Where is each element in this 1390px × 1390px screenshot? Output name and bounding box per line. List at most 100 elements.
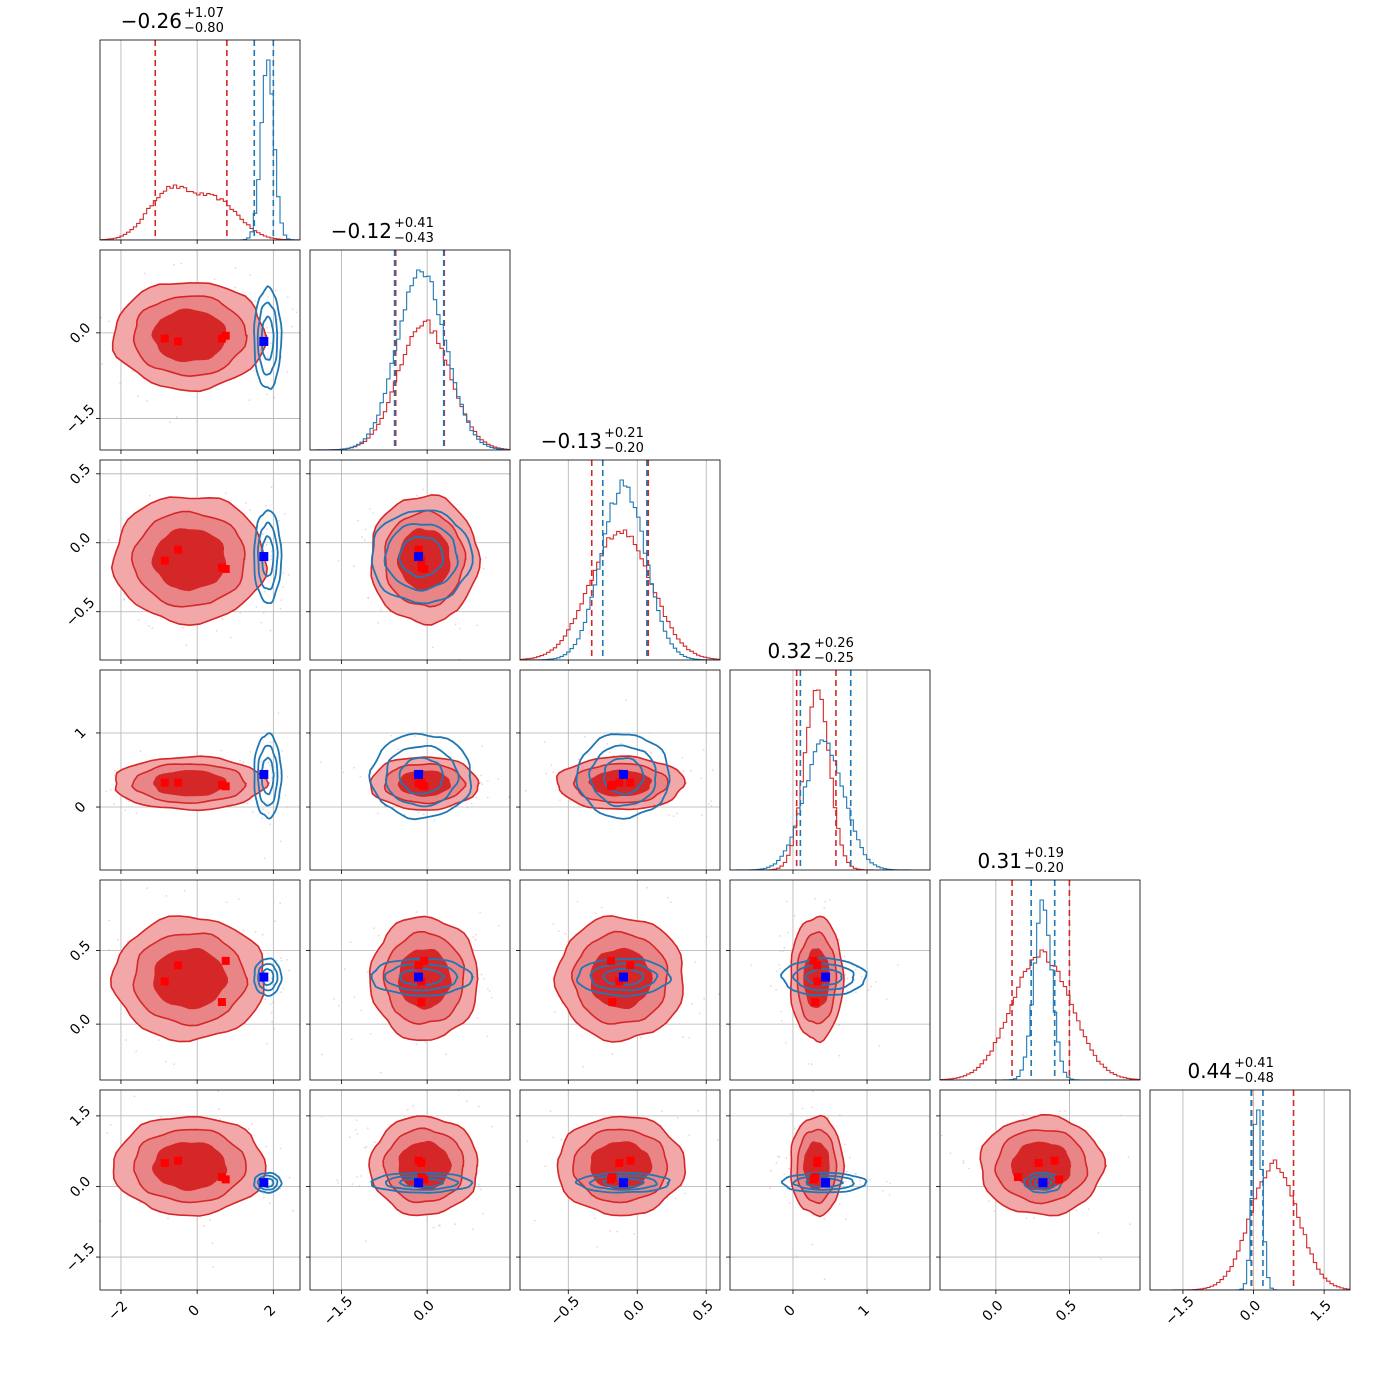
scatter-point-red (245, 502, 248, 504)
scatter-point-blue (267, 296, 270, 298)
contour-blue-middle (256, 1174, 279, 1191)
panel-0-0: −0.26 +1.07−0.80 (99, 6, 301, 244)
scatter-point-blue (870, 985, 873, 988)
truth-marker-red (420, 564, 429, 573)
scatter-point-red (211, 1242, 214, 1245)
truth-marker-blue (414, 769, 424, 779)
x-tick-label: −0.5 (548, 1293, 583, 1328)
scatter-point-red (352, 565, 355, 568)
scatter-point-red (472, 948, 475, 951)
scatter-point-red (682, 1036, 684, 1038)
scatter-point-red (269, 1202, 271, 1205)
scatter-point-blue (776, 970, 778, 973)
scatter-point-red (867, 989, 870, 991)
scatter-point-red (441, 418, 443, 420)
scatter-point-red (499, 790, 501, 792)
scatter-point-blue (351, 1183, 354, 1186)
scatter-point-blue (262, 1193, 265, 1195)
panel-frame (309, 669, 511, 871)
truth-marker-red (607, 956, 616, 965)
x-tick-label: 0.5 (690, 1298, 717, 1325)
scatter-point-red (260, 760, 263, 763)
scatter-point-red (698, 1012, 701, 1015)
scatter-point-red (497, 924, 500, 927)
panel-5-5: 0.44 +0.41−0.48 −1.5 0.0 1.5 (1149, 1056, 1351, 1329)
truth-marker-red (174, 1156, 183, 1165)
contour-blue-outer (368, 732, 473, 821)
scatter-point-red (688, 1036, 691, 1039)
scatter-point-blue (681, 756, 684, 759)
panel-title-minus: −0.48 (1234, 1071, 1274, 1086)
panel-title-value: 0.31 (977, 849, 1022, 873)
scatter-point-blue (269, 764, 271, 767)
scatter-point-blue (454, 623, 457, 626)
contour-blue-outer (253, 957, 283, 997)
scatter-point-red (365, 1240, 367, 1243)
scatter-point-blue (888, 1193, 891, 1196)
scatter-point-red (788, 1202, 791, 1205)
scatter-point-red (1099, 1258, 1102, 1260)
scatter-point-red (333, 998, 336, 1000)
scatter-point-blue (366, 970, 369, 973)
y-tick-label: 0.0 (67, 1174, 94, 1201)
scatter-point-red (165, 895, 168, 897)
scatter-point-red (92, 282, 94, 284)
scatter-point-red (612, 754, 615, 757)
scatter-point-red (377, 622, 380, 624)
scatter-point-red (242, 761, 245, 764)
scatter-point-red (707, 803, 710, 805)
scatter-point-red (475, 796, 477, 799)
scatter-point-red (480, 413, 482, 415)
histogram-red (940, 949, 1140, 1080)
scatter-point-blue (265, 528, 268, 530)
scatter-point-blue (262, 533, 265, 535)
scatter-point-red (356, 1133, 359, 1135)
scatter-point-red (987, 1200, 990, 1203)
panel-frame (99, 459, 301, 661)
scatter-point-red (780, 1010, 782, 1013)
contour-blue-outer (780, 956, 868, 997)
scatter-point-red (552, 922, 555, 925)
scatter-point-red (526, 1140, 529, 1143)
scatter-point-red (373, 927, 375, 930)
scatter-point-blue (263, 857, 266, 860)
scatter-point-red (274, 920, 276, 923)
panel-title-value: −0.13 (541, 429, 602, 453)
scatter-point-red (793, 1128, 796, 1130)
scatter-point-red (123, 599, 125, 601)
scatter-point-blue (278, 519, 280, 522)
scatter-point-blue (266, 802, 269, 804)
truth-marker-red (217, 998, 226, 1007)
scatter-point-blue (648, 731, 651, 734)
scatter-point-red (1025, 1217, 1028, 1220)
scatter-point-red (811, 1243, 814, 1246)
scatter-point-red (279, 902, 282, 905)
scatter-point-red (261, 817, 264, 820)
histogram-blue (520, 479, 720, 660)
scatter-point-blue (372, 512, 375, 514)
scatter-point-red (248, 1128, 250, 1130)
panel-frame (309, 459, 511, 661)
scatter-point-red (361, 536, 363, 538)
scatter-point-red (812, 1090, 814, 1093)
panel-5-0: −2 0 2 −1.5 0.0 1.5 (63, 1089, 301, 1324)
scatter-point-red (63, 951, 65, 953)
scatter-point-blue (353, 996, 356, 999)
truth-marker-red (1034, 1158, 1043, 1167)
panel-title-plus: +0.26 (814, 636, 854, 651)
panel-frame (519, 459, 721, 661)
scatter-point-red (237, 898, 240, 900)
contour-red-inner (151, 308, 227, 363)
truth-marker-red (160, 977, 169, 986)
scatter-point-blue (283, 513, 286, 515)
truth-marker-red (160, 1158, 169, 1167)
x-tick-label: −1.5 (1162, 1293, 1197, 1328)
panel-1-1: −0.12 +0.41−0.43 (309, 216, 511, 454)
scatter-point-red (535, 785, 537, 787)
scatter-point-red (148, 494, 151, 497)
truth-marker-red (160, 778, 169, 787)
scatter-point-red (549, 1110, 552, 1113)
scatter-point-red (1087, 1208, 1090, 1210)
scatter-point-red (321, 1053, 323, 1056)
histogram-blue (1150, 1109, 1350, 1290)
